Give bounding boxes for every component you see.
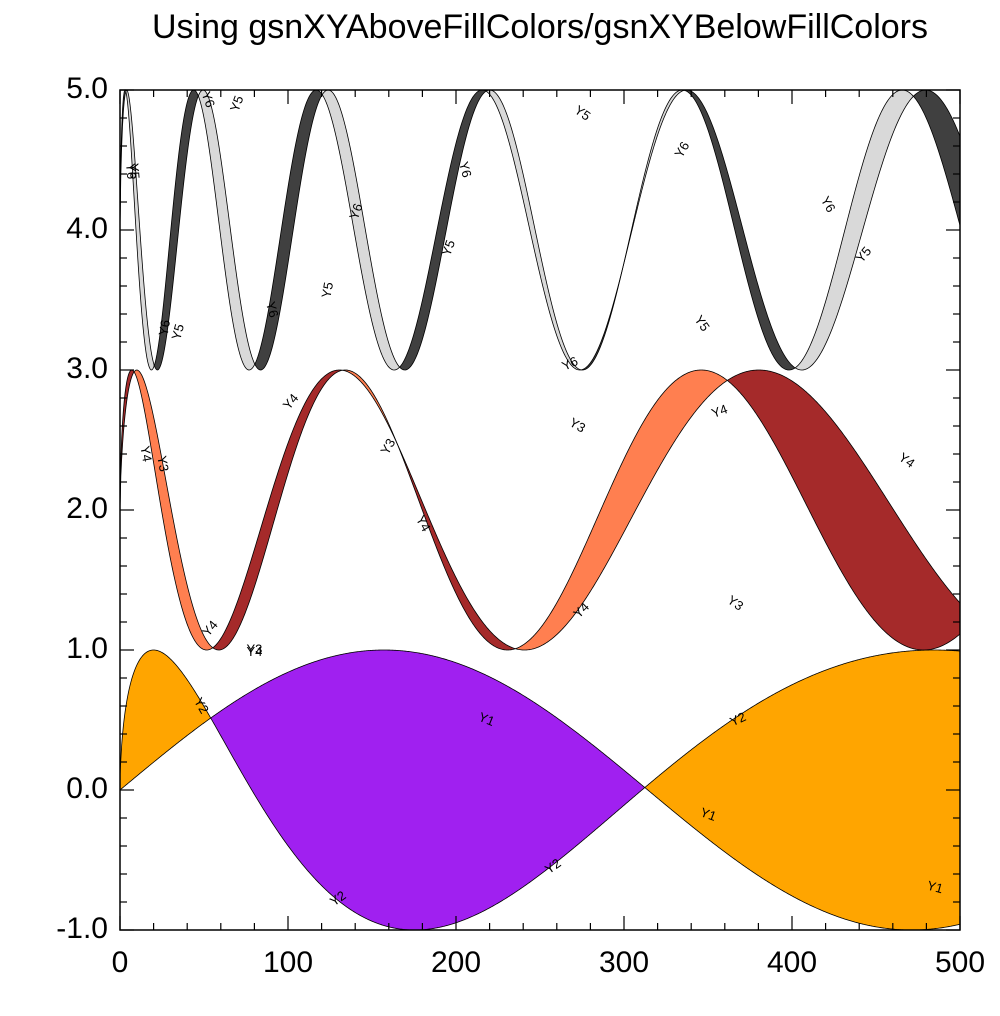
- curve-label-y6: Y6: [559, 353, 580, 373]
- fill-region: [120, 370, 134, 510]
- series-line-y5: [119, 89, 961, 371]
- curve-label-y6: Y6: [456, 160, 475, 179]
- series-line-y1: [119, 649, 961, 931]
- fill-region: [912, 90, 960, 226]
- curve-label-layer: Y1Y1Y1Y2Y2Y2Y2Y3Y3Y3Y3Y3Y4Y4Y4Y4Y4Y4Y4Y4…: [123, 89, 945, 909]
- fill-region: [133, 370, 213, 650]
- fill-region: [396, 441, 515, 650]
- curve-label-y4: Y4: [709, 401, 729, 421]
- y-tick-label: 5.0: [66, 72, 108, 105]
- fill-region: [341, 370, 397, 442]
- curve-label-y3: Y3: [246, 641, 262, 656]
- fill-region: [198, 90, 255, 370]
- curve-label-y5: Y5: [227, 94, 247, 114]
- curve-label-y5: Y5: [319, 281, 337, 299]
- curve-label-y4: Y4: [137, 445, 155, 463]
- curve-label-y5: Y5: [691, 312, 712, 334]
- curve-label-y2: Y2: [542, 855, 564, 876]
- curve-label-y3: Y3: [377, 436, 398, 457]
- y-tick-label: 4.0: [66, 212, 108, 245]
- series-line-y4: [119, 369, 961, 651]
- fill-region: [514, 370, 727, 650]
- series-line-y6: [119, 89, 961, 371]
- fill-region: [153, 90, 199, 370]
- x-tick-label: 100: [263, 946, 313, 979]
- curve-label-y3: Y3: [154, 454, 172, 472]
- curve-label-y2: Y2: [327, 888, 349, 909]
- fill-layer: [120, 90, 960, 930]
- x-tick-label: 200: [431, 946, 481, 979]
- line-layer: [119, 89, 961, 931]
- fill-region: [683, 90, 795, 370]
- fill-region: [580, 269, 623, 370]
- curve-label-y1: Y1: [925, 878, 944, 897]
- curve-label-y3: Y3: [725, 592, 747, 613]
- fill-region: [254, 90, 322, 370]
- curve-label-y6: Y6: [263, 300, 282, 319]
- curve-label-y3: Y3: [567, 415, 588, 436]
- curve-label-y4: Y4: [413, 513, 434, 534]
- x-tick-label: 300: [599, 946, 649, 979]
- curve-label-y6: Y6: [123, 163, 139, 180]
- fill-region: [120, 650, 211, 790]
- y-tick-label: 3.0: [66, 352, 108, 385]
- curve-label-y1: Y1: [476, 709, 496, 729]
- curve-label-y4: Y4: [280, 391, 302, 413]
- curve-label-y2: Y2: [727, 709, 748, 729]
- y-tick-label: -1.0: [56, 912, 108, 945]
- curve-label-y5: Y5: [439, 238, 459, 258]
- tick-layer: [119, 89, 961, 931]
- fill-region: [622, 90, 684, 270]
- series-line-y2: [119, 649, 961, 931]
- fill-region: [321, 90, 399, 370]
- fill-region: [210, 650, 645, 930]
- fill-region: [398, 90, 486, 370]
- curve-label-y1: Y1: [698, 804, 718, 824]
- y-tick-label: 1.0: [66, 632, 108, 665]
- curve-label-y5: Y5: [126, 163, 142, 180]
- tick-label-layer: 0 100 200 300 400 500 -1.0 0.0 1.0 2.0 3.0 4.0 5.0: [56, 72, 985, 979]
- curve-label-y6: Y6: [671, 139, 692, 160]
- fill-region: [794, 90, 913, 370]
- x-tick-label: 400: [767, 946, 817, 979]
- y-tick-label: 2.0: [66, 492, 108, 525]
- x-tick-label: 500: [935, 946, 985, 979]
- fill-region: [644, 650, 960, 930]
- curve-label-y5: Y5: [168, 322, 187, 341]
- x-tick-label: 0: [112, 946, 129, 979]
- curve-label-y6: Y6: [199, 89, 219, 109]
- curve-label-y6: Y6: [346, 201, 366, 221]
- curve-label-y6: Y6: [156, 319, 174, 337]
- curve-label-y4: Y4: [896, 449, 918, 470]
- fill-region: [485, 90, 581, 370]
- curve-label-y2: Y2: [191, 695, 212, 716]
- curve-label-y6: Y6: [818, 194, 839, 215]
- curve-label-y4: Y4: [246, 644, 262, 659]
- curve-label-y5: Y5: [572, 102, 594, 123]
- chart-title: Using gsnXYAboveFillColors/gsnXYBelowFil…: [152, 8, 928, 46]
- y-tick-label: 0.0: [66, 772, 108, 805]
- fill-region: [726, 370, 960, 650]
- series-line-y3: [119, 369, 961, 651]
